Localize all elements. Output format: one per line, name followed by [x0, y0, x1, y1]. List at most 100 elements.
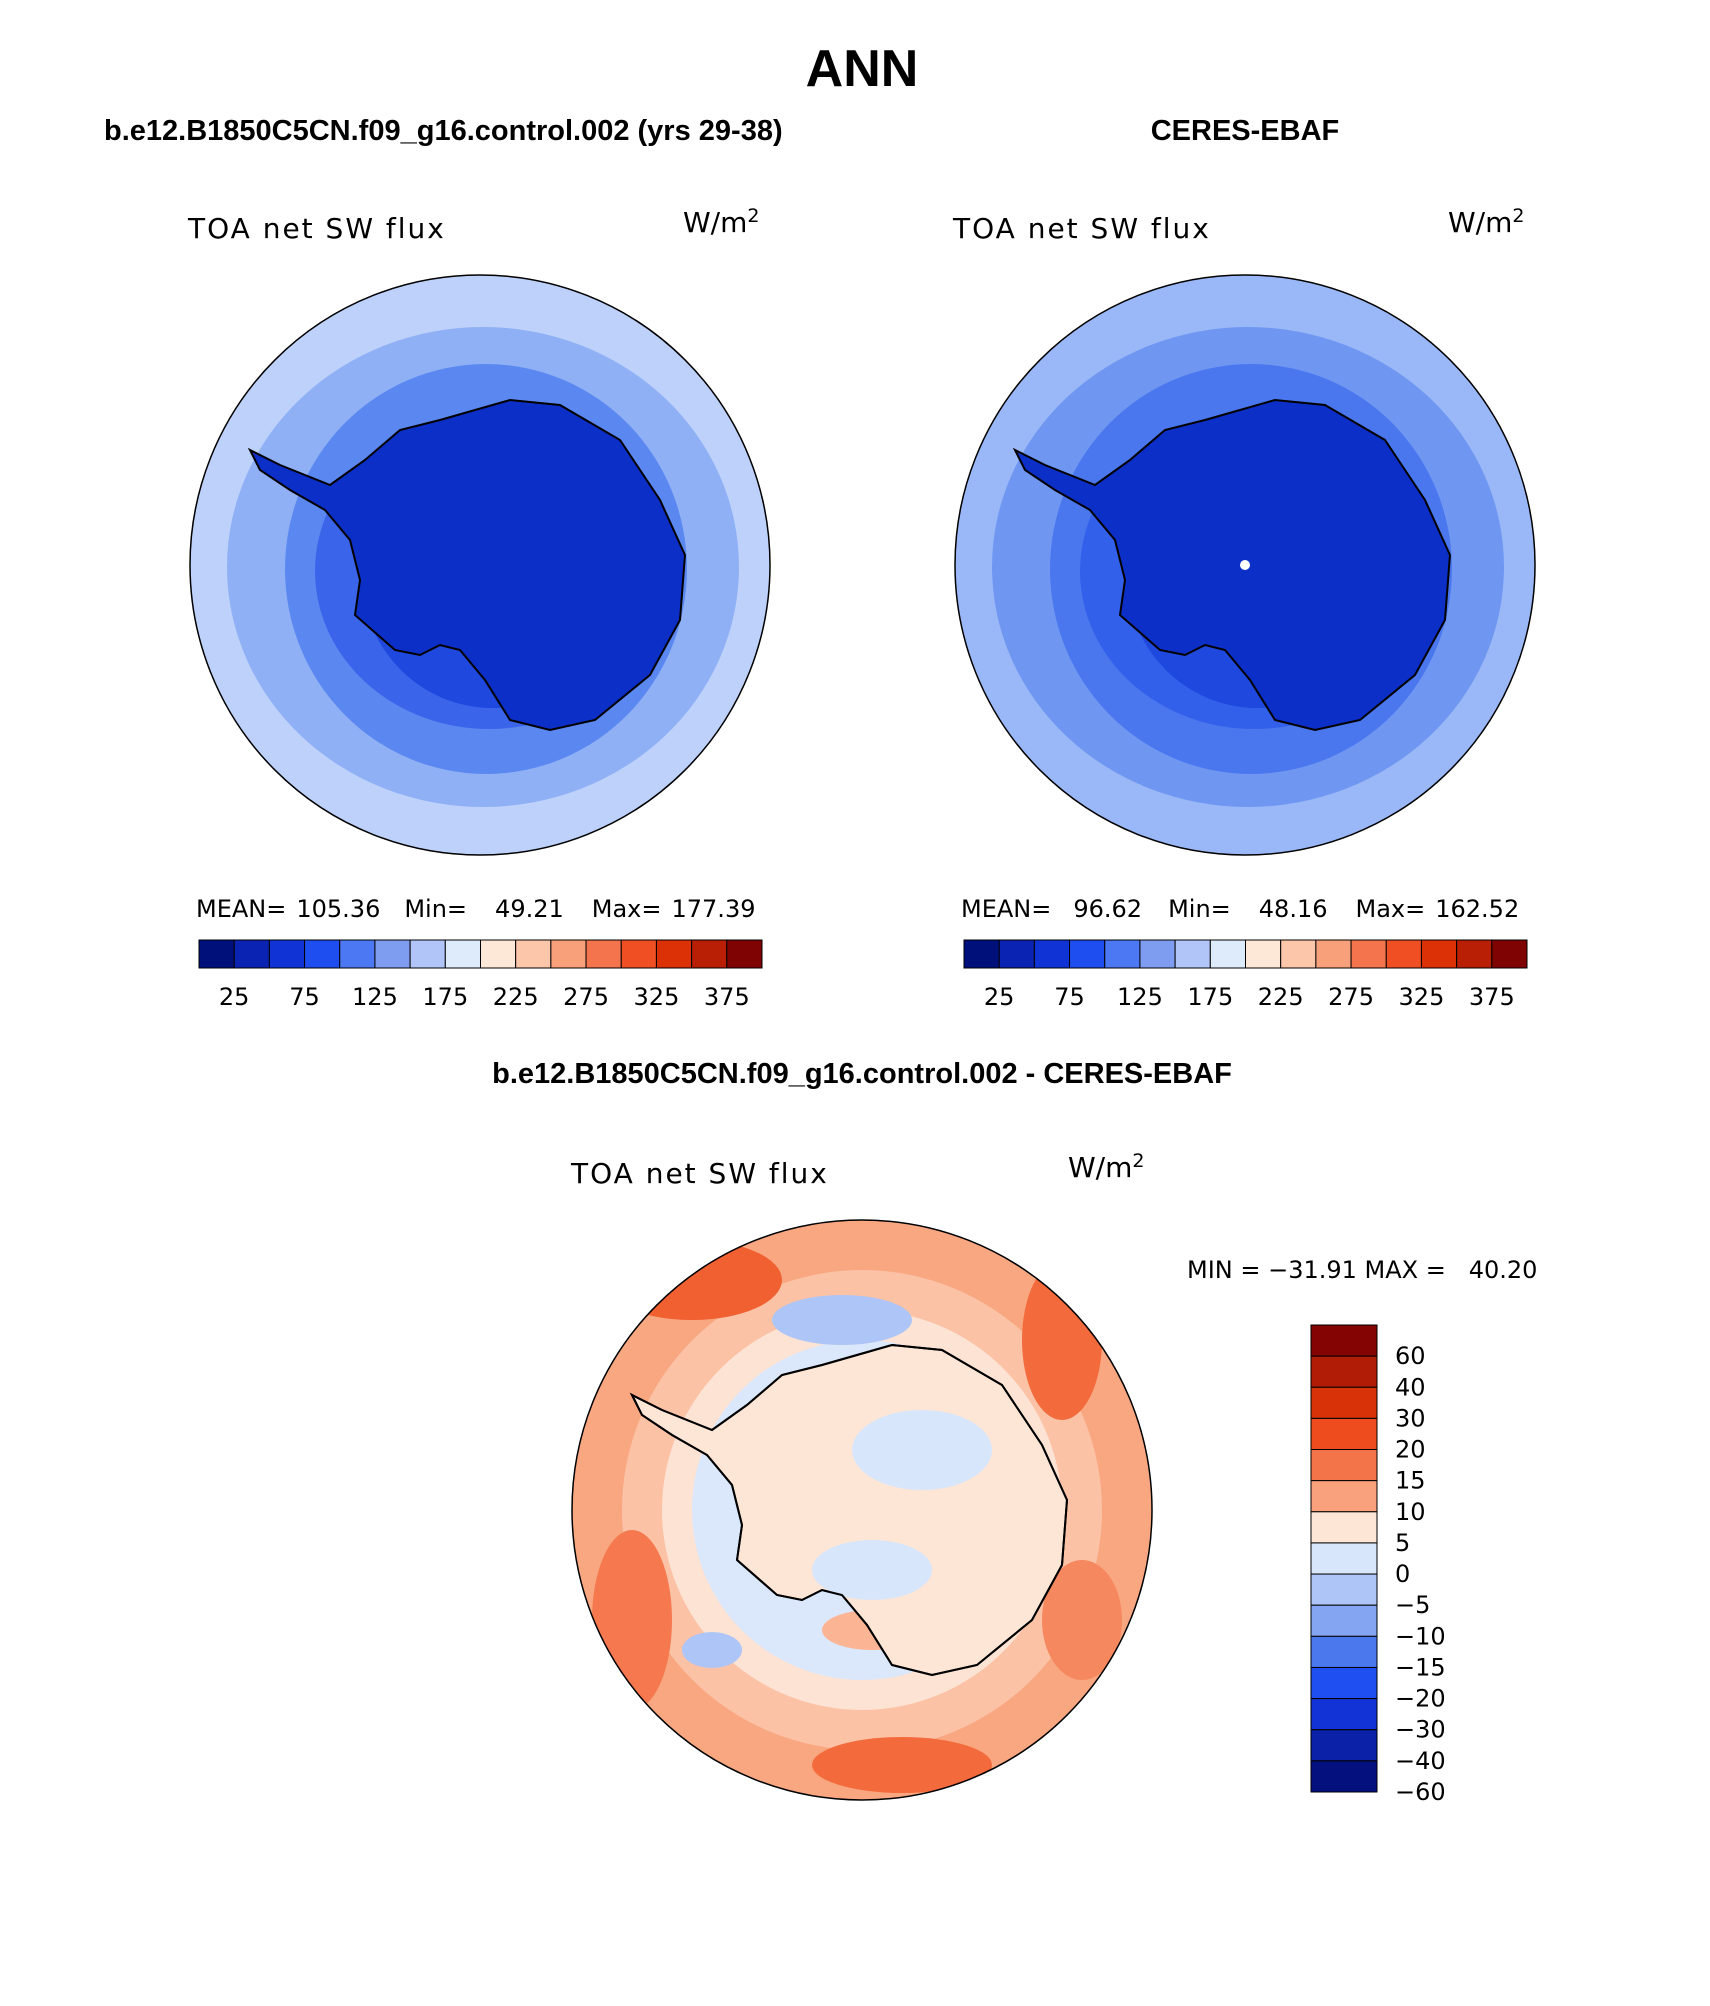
colorbar-tick-label: −15: [1395, 1653, 1446, 1681]
colorbar-swatch: [1310, 1449, 1378, 1482]
colorbar-swatch: [726, 939, 763, 969]
south-america-tip: [994, 364, 1003, 384]
colorbar-swatch: [1310, 1666, 1378, 1700]
panel-diff-colorbar: 60 40 30 20 15 10 5 0 −5 −10 −15 −20 −30 −40 −60: [1310, 1324, 1446, 1806]
panel-model-heading: b.e12.B1850C5CN.f09_g16.control.002 (yrs…: [104, 115, 783, 147]
colorbar-swatch: [1310, 1760, 1378, 1793]
panel-obs-colorbar: 25 75 125 175 225 275 325 375: [963, 939, 1528, 1011]
colorbar-tick-label: −5: [1395, 1591, 1430, 1619]
colorbar-swatch: [1310, 1511, 1378, 1544]
colorbar-tick-label: 125: [1117, 983, 1163, 1011]
colorbar-swatch: [1315, 939, 1352, 969]
colorbar-tick-label: −20: [1395, 1685, 1446, 1713]
colorbar-tick-label: 175: [422, 983, 468, 1011]
map-boundary-circle: [571, 1219, 1153, 1801]
colorbar-swatch: [1104, 939, 1141, 969]
south-pole-marker: [1240, 560, 1250, 570]
panel-diff-heading: b.e12.B1850C5CN.f09_g16.control.002 - CE…: [492, 1058, 1232, 1090]
panel-obs-stats: MEAN= 96.62 Min= 48.16 Max= 162.52: [961, 895, 1519, 923]
colorbar-swatch: [1350, 939, 1387, 969]
colorbar-tick-label: 175: [1187, 983, 1233, 1011]
colorbar-swatch: [1174, 939, 1211, 969]
panel-diff-polar-map: [571, 1219, 1153, 1801]
colorbar-swatch: [1491, 939, 1528, 969]
colorbar-swatch: [1310, 1355, 1378, 1388]
colorbar-swatch: [1280, 939, 1317, 969]
colorbar-swatch: [1209, 939, 1246, 969]
colorbar-tick-label: −40: [1395, 1747, 1446, 1775]
colorbar-swatch: [1310, 1324, 1378, 1357]
panel-model-units-label: W/m2: [683, 205, 760, 239]
colorbar-swatch: [515, 939, 552, 969]
colorbar-swatch: [1310, 1635, 1378, 1668]
panel-diff: b.e12.B1850C5CN.f09_g16.control.002 - CE…: [492, 1058, 1537, 1806]
panel-model-colorbar: 25 75 125 175 225 275 325 375: [198, 939, 763, 1011]
colorbar-tick-label: 15: [1395, 1467, 1426, 1495]
colorbar-swatch: [1456, 939, 1493, 969]
anomaly-region: [852, 1410, 992, 1490]
colorbar-tick-label: 325: [634, 983, 680, 1011]
colorbar-swatch: [620, 939, 657, 969]
panel-obs-polar-map: [954, 274, 1536, 856]
colorbar-swatch: [1310, 1573, 1378, 1606]
colorbar-swatch: [480, 939, 517, 969]
colorbar-tick-label: 325: [1399, 983, 1445, 1011]
colorbar-swatch: [691, 939, 728, 969]
colorbar-tick-label: 225: [1258, 983, 1304, 1011]
anomaly-region: [602, 1240, 782, 1320]
colorbar-tick-label: 10: [1395, 1498, 1426, 1526]
colorbar-tick-label: 40: [1395, 1373, 1426, 1401]
colorbar-swatch: [1310, 1729, 1378, 1762]
colorbar-tick-label: 125: [352, 983, 398, 1011]
colorbar-swatch: [1310, 1480, 1378, 1513]
colorbar-tick-label: 25: [984, 983, 1015, 1011]
colorbar-tick-label: 275: [1328, 983, 1374, 1011]
colorbar-tick-label: 20: [1395, 1436, 1426, 1464]
colorbar-tick-label: −10: [1395, 1622, 1446, 1650]
panel-obs-heading: CERES-EBAF: [1151, 115, 1340, 147]
colorbar-tick-label: 30: [1395, 1404, 1426, 1432]
anomaly-region: [682, 1632, 742, 1668]
colorbar-swatch: [198, 939, 235, 969]
south-america-tip: [229, 364, 238, 384]
colorbar-swatch: [1420, 939, 1458, 969]
panel-diff-variable-label: TOA net SW flux: [570, 1157, 829, 1190]
panel-obs-variable-label: TOA net SW flux: [952, 212, 1211, 245]
colorbar-swatch: [444, 939, 481, 969]
colorbar-tick-label: 5: [1395, 1529, 1410, 1557]
colorbar-swatch: [233, 939, 270, 969]
colorbar-swatch: [1310, 1604, 1378, 1637]
colorbar-swatch: [339, 939, 376, 969]
colorbar-swatch: [268, 939, 306, 969]
colorbar-tick-label: −60: [1395, 1778, 1446, 1806]
anomaly-region: [772, 1295, 912, 1345]
colorbar-tick-label: −30: [1395, 1716, 1446, 1744]
panel-model-variable-label: TOA net SW flux: [187, 212, 446, 245]
anomaly-region: [812, 1737, 992, 1793]
panel-diff-units-label: W/m2: [1068, 1150, 1145, 1184]
colorbar-swatch: [409, 939, 446, 969]
anomaly-region: [592, 1530, 672, 1710]
colorbar-swatch: [1310, 1417, 1378, 1451]
antarctica-coastline: [1012, 398, 1452, 732]
colorbar-swatch: [1310, 1698, 1378, 1731]
colorbar-swatch: [963, 939, 1000, 969]
colorbar-swatch: [998, 939, 1035, 969]
panel-model: b.e12.B1850C5CN.f09_g16.control.002 (yrs…: [104, 115, 783, 1011]
colorbar-swatch: [304, 939, 341, 969]
colorbar-tick-label: 75: [289, 983, 320, 1011]
colorbar-swatch: [1310, 1542, 1378, 1575]
colorbar-tick-label: 25: [219, 983, 250, 1011]
panel-model-polar-map: [189, 274, 771, 856]
colorbar-swatch: [550, 939, 587, 969]
map-boundary-circle: [954, 274, 1536, 856]
colorbar-swatch: [1310, 1386, 1378, 1419]
colorbar-swatch: [1385, 939, 1422, 969]
map-boundary-circle: [189, 274, 771, 856]
colorbar-swatch: [1139, 939, 1176, 969]
panel-model-stats: MEAN= 105.36 Min= 49.21 Max= 177.39: [196, 895, 755, 923]
panel-diff-stats: MIN = −31.91 MAX = 40.20: [1187, 1256, 1537, 1284]
anomaly-region: [1022, 1260, 1102, 1420]
page-title: ANN: [806, 40, 919, 98]
